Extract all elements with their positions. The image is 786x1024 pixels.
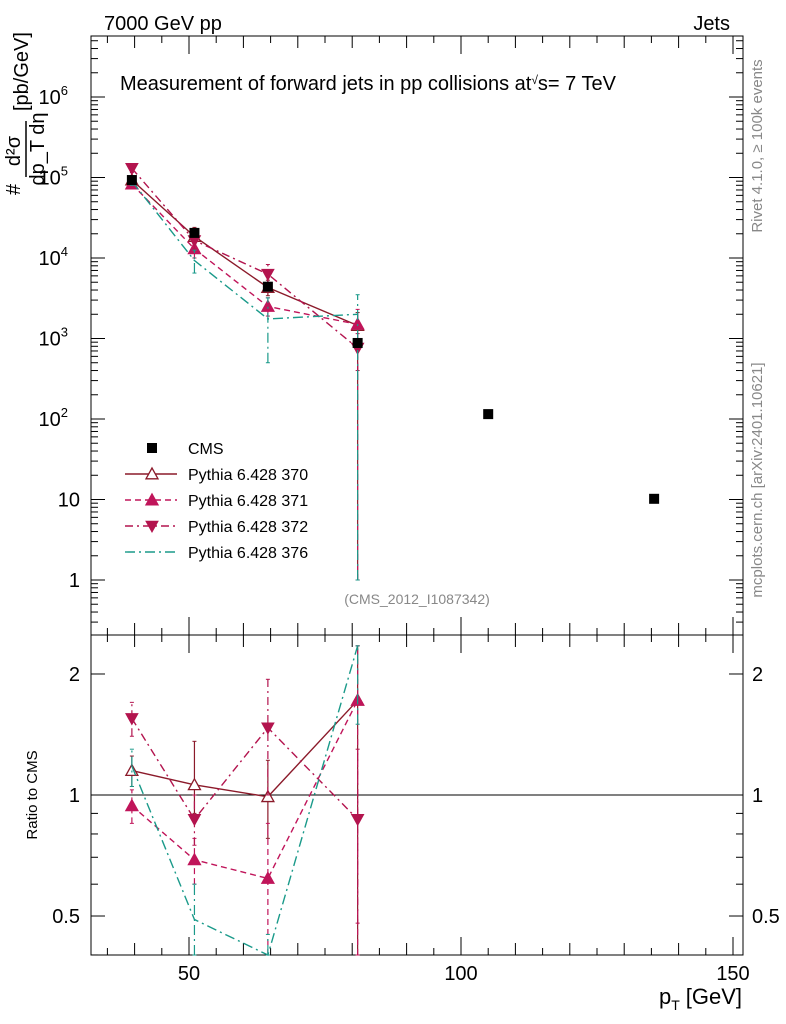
x-tick-label: 100 [444, 963, 477, 985]
data-point-marker [124, 798, 139, 812]
legend-label: CMS [188, 441, 224, 458]
energy-label: 7000 GeV pp [104, 13, 222, 35]
main-y-axis-label: # d²σ dp_T dη [pb/GeV] [3, 32, 49, 195]
ratio-y-tick-label-right: 2 [752, 664, 763, 686]
legend-entry: Pythia 6.428 370 [125, 466, 308, 484]
y-tick-label: 10 [58, 490, 80, 512]
y-tick-label: 104 [39, 244, 68, 270]
analysis-watermark: (CMS_2012_I1087342) [344, 591, 490, 607]
legend: CMS Pythia 6.428 370 Pythia 6.428 371 Pythi… [125, 441, 308, 562]
axis-ticks: 1 10 102 103 104 105 106 50 100 150 0.5 0.5 1 1 2 2 [39, 36, 780, 985]
data-point-marker [144, 466, 160, 480]
series-line [131, 700, 359, 880]
xlabel-sub: T [671, 997, 680, 1013]
data-point-marker [260, 299, 275, 312]
sqrt-symbol: √ [531, 73, 538, 87]
legend-entry: CMS [147, 441, 224, 458]
xlabel-unit: [GeV] [686, 984, 742, 1009]
series-p376 [129, 177, 360, 581]
data-point-marker [187, 852, 202, 866]
series-p370 [124, 645, 365, 956]
data-point-marker [126, 175, 137, 186]
series-line [131, 718, 359, 821]
y-tick-label: 103 [39, 325, 68, 351]
legend-entry: Pythia 6.428 372 [125, 519, 308, 536]
data-point-marker [125, 713, 139, 726]
category-label: Jets [693, 13, 730, 35]
main-title-text: Measurement of forward jets in pp collis… [120, 73, 532, 95]
series-line [131, 699, 359, 798]
data-point-marker [187, 777, 202, 791]
ylabel-denominator: dp_T dη [27, 112, 49, 185]
y-tick-label: 105 [39, 164, 68, 190]
data-point-marker [187, 814, 202, 827]
series-line [131, 180, 358, 320]
data-point-marker [350, 814, 365, 827]
data-point-marker [144, 492, 160, 506]
mcplots-label: mcplots.cern.ch [arXiv:2401.10621] [749, 362, 766, 597]
data-point-marker [483, 409, 494, 420]
series-p372 [125, 163, 365, 372]
legend-entry: Pythia 6.428 376 [125, 545, 308, 562]
series-p371 [124, 645, 365, 956]
ratio-y-axis-label: Ratio to CMS [24, 750, 41, 839]
xlabel-main: p [659, 984, 671, 1009]
rivet-label: Rivet 4.1.0, ≥ 100k events [749, 59, 766, 232]
series-cms [126, 175, 660, 504]
data-point-marker [350, 316, 365, 330]
legend-label: Pythia 6.428 370 [188, 467, 308, 484]
main-series [124, 163, 660, 581]
ratio-y-tick-label-right: 0.5 [752, 906, 780, 928]
ylabel-hash: # [3, 183, 25, 195]
ratio-y-tick-label-left: 0.5 [52, 906, 80, 928]
data-point-marker [261, 268, 275, 282]
data-point-marker [261, 722, 275, 735]
data-point-marker [145, 520, 159, 534]
ratio-y-tick-label-left: 1 [69, 785, 80, 807]
main-title-tail: s= 7 TeV [538, 73, 617, 95]
series-p372 [125, 678, 365, 924]
legend-label: Pythia 6.428 371 [188, 493, 308, 510]
series-line [131, 167, 359, 349]
data-point-marker [352, 337, 363, 348]
data-point-marker [125, 163, 139, 176]
ratio-series [124, 645, 365, 956]
legend-label: Pythia 6.428 372 [188, 519, 308, 536]
ylabel-unit: [pb/GeV] [11, 32, 33, 111]
legend-label: Pythia 6.428 376 [188, 545, 308, 562]
ratio-y-tick-label-left: 2 [69, 664, 80, 686]
data-point-marker [262, 281, 273, 292]
x-tick-label: 150 [716, 963, 749, 985]
data-point-marker [260, 789, 275, 803]
series-line [131, 183, 358, 326]
data-point-marker [649, 493, 660, 504]
y-tick-label: 1 [69, 570, 80, 592]
series-p376 [129, 645, 360, 956]
ratio-y-tick-label-right: 1 [752, 785, 763, 807]
series-line [131, 645, 359, 956]
ylabel-numerator: d²σ [3, 135, 25, 166]
legend-entry: Pythia 6.428 371 [125, 492, 308, 510]
main-title: Measurement of forward jets in pp collis… [120, 73, 617, 95]
x-axis-label: pT [GeV] [659, 984, 742, 1013]
data-point-marker [147, 443, 157, 453]
data-point-marker [189, 227, 200, 238]
y-tick-label: 106 [39, 83, 68, 109]
series-line [131, 179, 358, 327]
y-tick-label: 102 [39, 405, 68, 431]
x-tick-label: 50 [178, 963, 200, 985]
data-point-marker [260, 871, 275, 884]
